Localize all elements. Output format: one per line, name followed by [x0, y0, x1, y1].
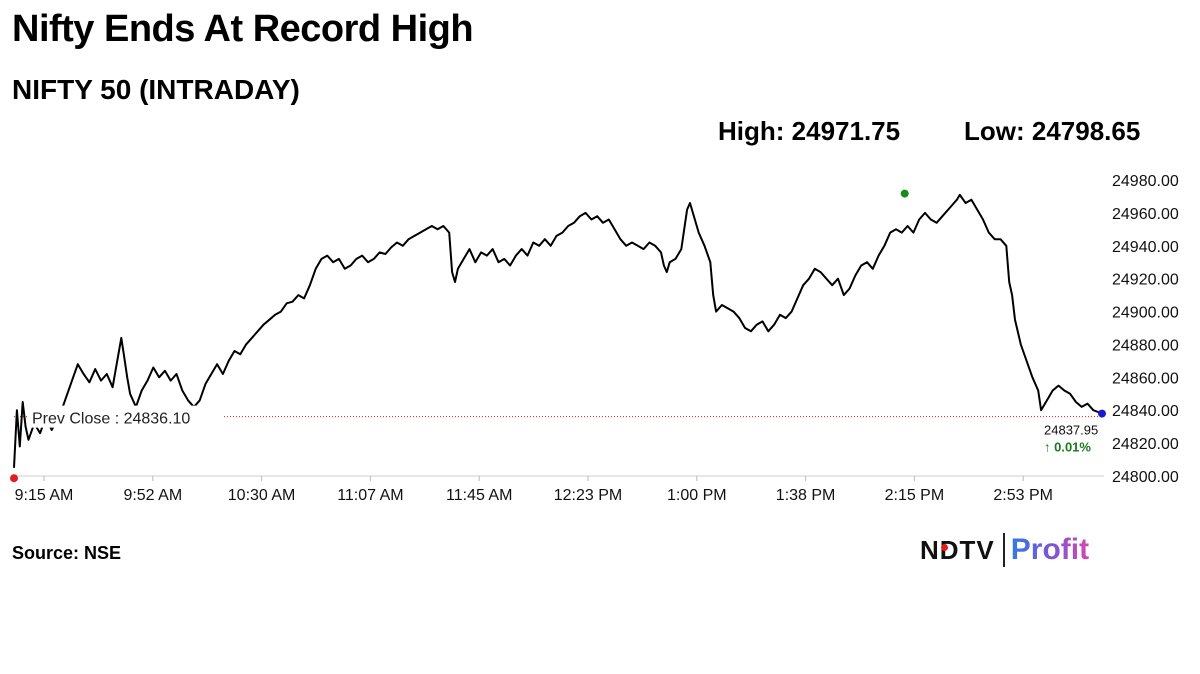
logo-ndtv-text: NDTV — [920, 534, 995, 565]
x-tick-label: 1:38 PM — [776, 487, 836, 504]
day-high-marker — [900, 189, 909, 198]
chart-subtitle: NIFTY 50 (INTRADAY) — [12, 74, 300, 105]
prev-close-label: Prev Close : 24836.10 — [32, 411, 190, 428]
day-low-marker — [10, 474, 18, 483]
x-tick-label: 2:15 PM — [885, 487, 945, 504]
x-axis: 9:15 AM 9:52 AM 10:30 AM 11:07 AM 11:45 AM 12… — [15, 476, 1053, 504]
x-tick-label: 11:07 AM — [337, 487, 403, 504]
y-tick-label: 24940.00 — [1112, 239, 1179, 256]
x-tick-label: 10:30 AM — [228, 487, 296, 504]
y-tick-label: 24880.00 — [1112, 337, 1179, 354]
logo-profit-text: Profit — [1010, 533, 1090, 566]
ndtv-profit-logo: NDTV Profit — [920, 530, 1089, 570]
y-axis: 24980.00 24960.00 24940.00 24920.00 24900.00… — [1112, 173, 1179, 486]
logo-dot-icon — [941, 544, 948, 551]
intraday-line-chart: 24980.00 24960.00 24940.00 24920.00 24900.00… — [10, 173, 1179, 504]
prev-close-label-bg — [28, 405, 224, 428]
y-tick-label: 24960.00 — [1112, 206, 1179, 223]
last-price-marker — [1098, 409, 1106, 418]
x-tick-label: 2:53 PM — [993, 487, 1053, 504]
x-tick-label: 9:15 AM — [15, 487, 74, 504]
day-low-label: Low: 24798.65 — [964, 116, 1141, 146]
x-tick-label: 1:00 PM — [667, 487, 727, 504]
logo-divider — [1002, 533, 1005, 567]
page-title: Nifty Ends At Record High — [12, 8, 474, 50]
y-tick-label: 24860.00 — [1112, 370, 1179, 387]
y-tick-label: 24800.00 — [1112, 469, 1179, 486]
x-tick-label: 9:52 AM — [123, 487, 182, 504]
y-tick-label: 24900.00 — [1112, 305, 1179, 322]
y-tick-label: 24920.00 — [1112, 272, 1179, 289]
last-price-label: 24837.95 — [1044, 423, 1098, 438]
y-tick-label: 24840.00 — [1112, 403, 1179, 420]
y-tick-label: 24980.00 — [1112, 173, 1179, 190]
x-tick-label: 11:45 AM — [446, 487, 512, 504]
y-tick-label: 24820.00 — [1112, 436, 1179, 453]
x-tick-label: 12:23 PM — [554, 487, 622, 504]
price-series-line — [13, 193, 1103, 468]
change-percent-label: ↑ 0.01% — [1044, 440, 1091, 455]
day-high-label: High: 24971.75 — [718, 116, 901, 146]
source-note: Source: NSE — [12, 543, 122, 563]
